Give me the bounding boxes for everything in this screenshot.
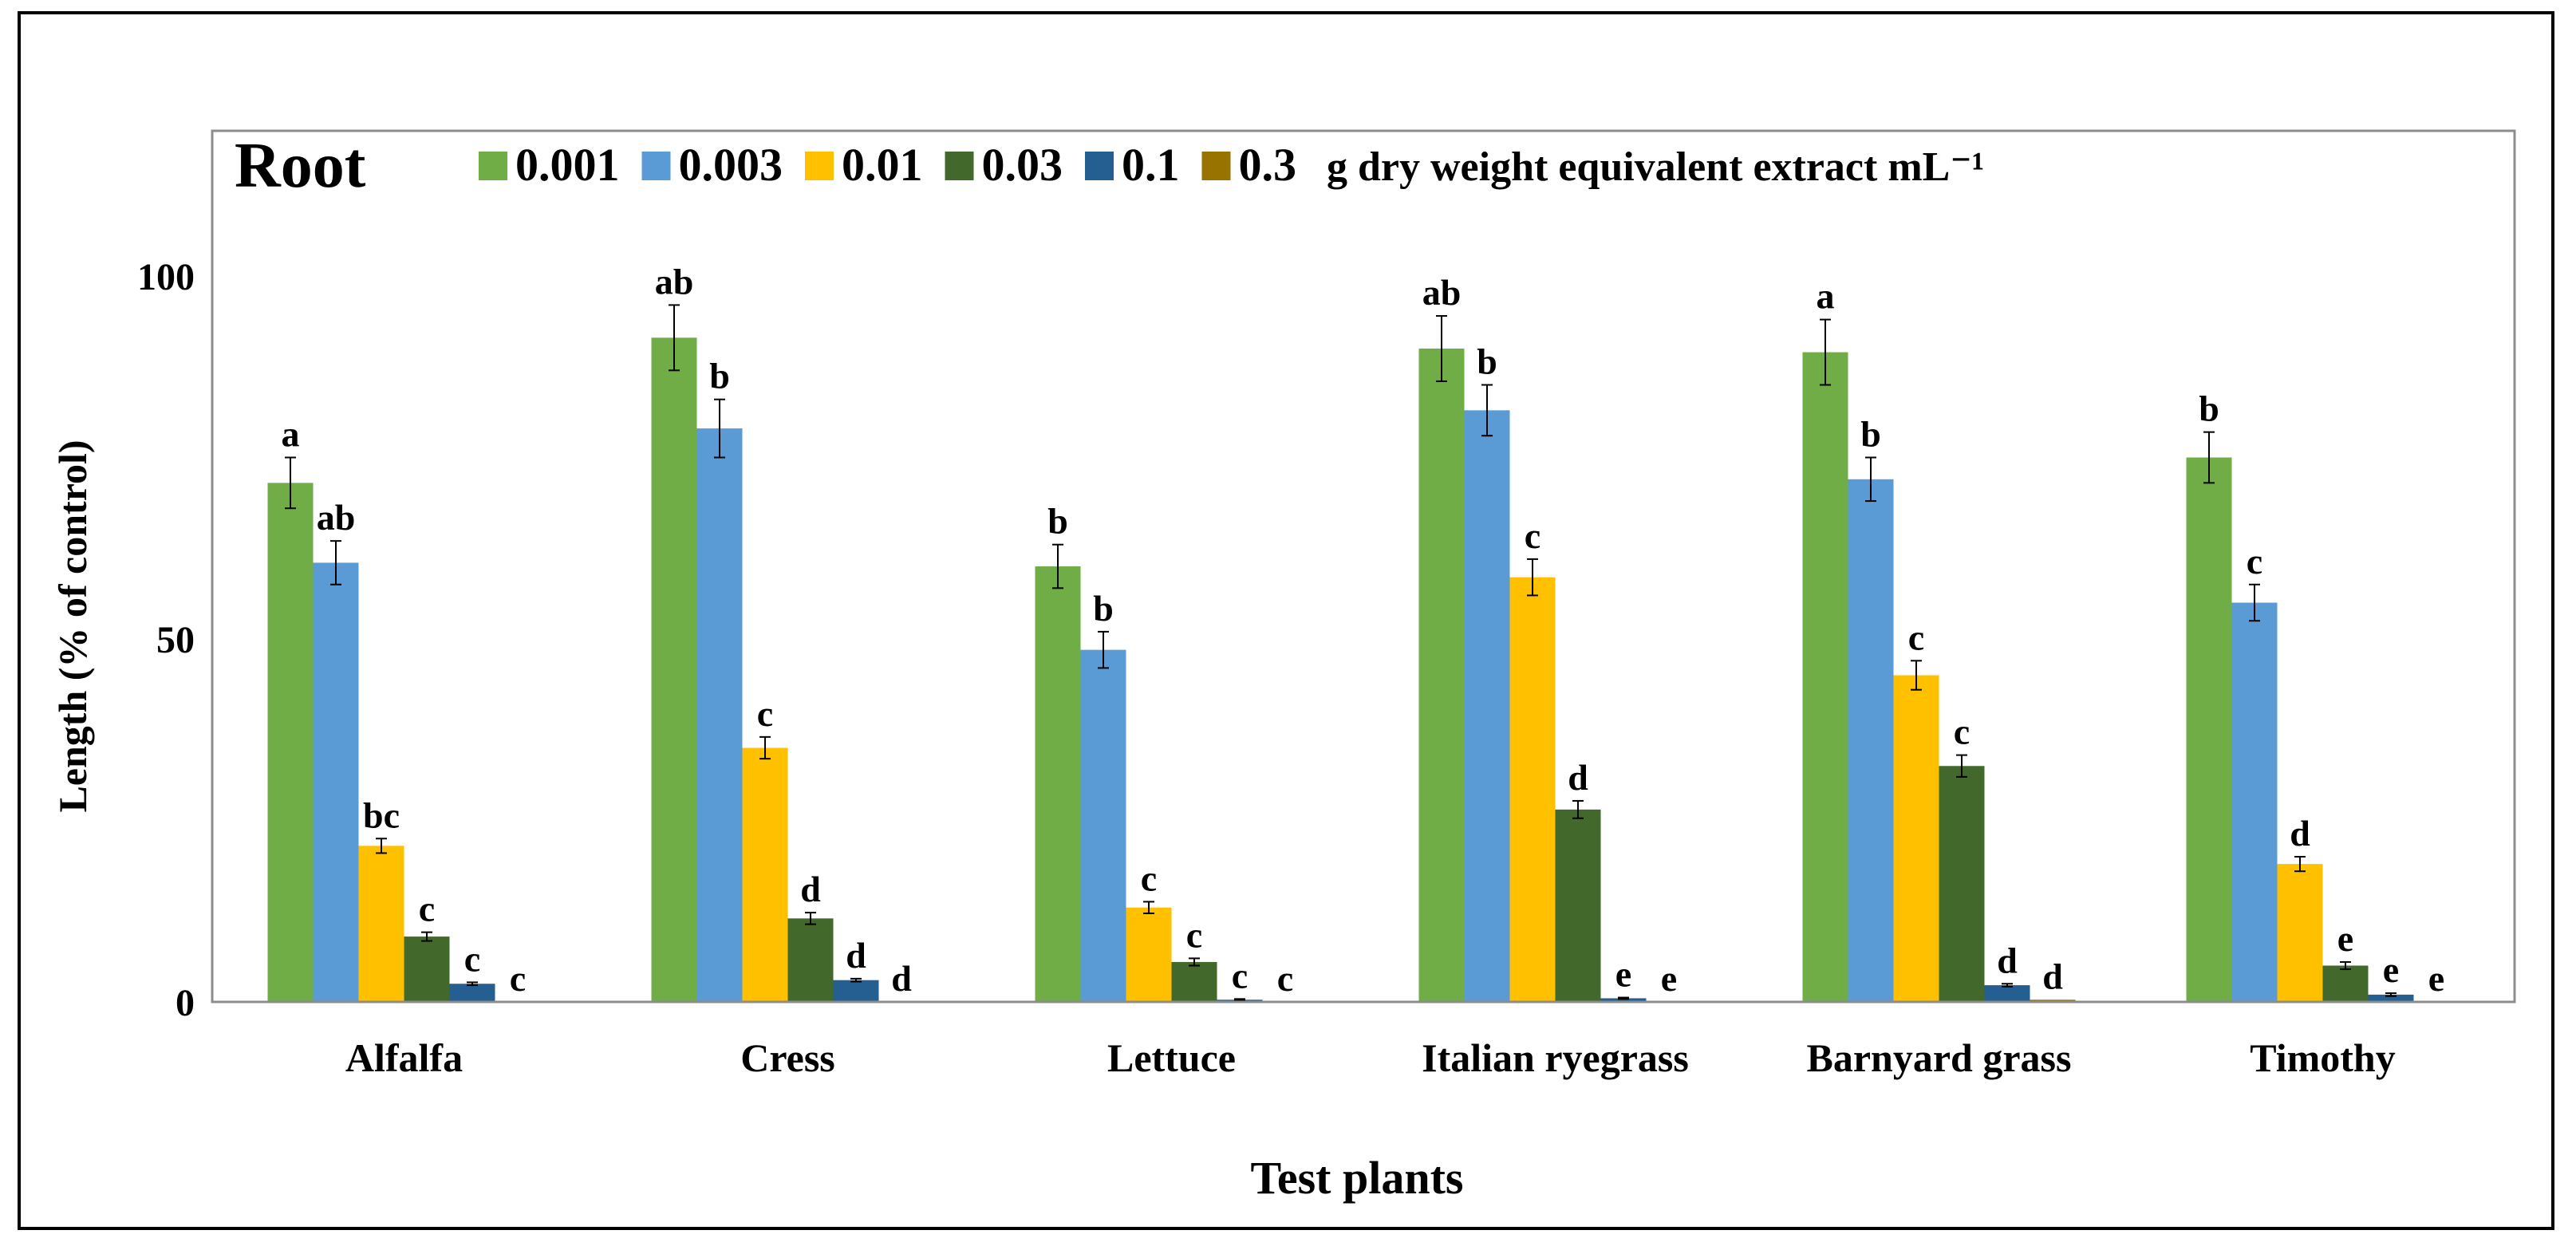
bar-0.03-Alfalfa xyxy=(404,936,450,1002)
bar-0.001-Italian ryegrass xyxy=(1418,349,1465,1002)
significance-letter: d xyxy=(846,935,866,976)
significance-letter: c xyxy=(419,889,435,929)
bar-0.003-Timothy xyxy=(2231,602,2278,1002)
significance-letter: e xyxy=(1615,954,1631,995)
significance-letter: d xyxy=(2290,813,2310,854)
bar-0.01-Alfalfa xyxy=(358,846,404,1002)
x-tick-label: Barnyard grass xyxy=(1807,1035,2072,1080)
legend-unit-label: g dry weight equivalent extract mL⁻¹ xyxy=(1327,144,1984,190)
bar-0.01-Italian ryegrass xyxy=(1509,577,1556,1002)
legend: Root 0.001 0.003 0.01 0.03 0.1 0.3 g dry weight… xyxy=(235,131,1984,201)
x-tick-label: Alfalfa xyxy=(345,1035,463,1080)
bar-0.003-Alfalfa xyxy=(313,562,359,1002)
plot-area xyxy=(211,129,2516,1004)
bar-0.1-Barnyard grass xyxy=(1984,985,2030,1002)
bar-0.003-Lettuce xyxy=(1080,649,1126,1002)
significance-letter: c xyxy=(1141,858,1157,898)
significance-letter: d xyxy=(1997,940,2018,980)
significance-letter: e xyxy=(2337,918,2353,959)
legend-swatch-0.003 xyxy=(641,152,671,180)
legend-label: 0.1 xyxy=(1122,139,1180,191)
significance-letter: b xyxy=(1860,414,1881,455)
bar-0.003-Barnyard grass xyxy=(1848,479,1894,1002)
legend-label: 0.01 xyxy=(842,139,923,191)
significance-letter: c xyxy=(757,693,773,734)
bar-0.1-Cress xyxy=(833,980,879,1002)
bar-0.01-Timothy xyxy=(2277,864,2323,1002)
bar-0.001-Cress xyxy=(651,337,697,1003)
bar-0.1-Italian ryegrass xyxy=(1600,998,1647,1002)
significance-letter: c xyxy=(1908,617,1924,657)
bar-0.01-Cress xyxy=(742,747,788,1002)
bar-0.001-Barnyard grass xyxy=(1802,352,1848,1002)
significance-letter: b xyxy=(1477,341,1497,382)
x-axis-title: Test plants xyxy=(1250,1152,1463,1204)
bar-0.003-Italian ryegrass xyxy=(1464,410,1510,1002)
significance-letter: b xyxy=(709,356,730,396)
legend-swatch-0.1 xyxy=(1085,152,1114,180)
significance-letter: e xyxy=(2383,949,2399,990)
legend-swatch-0.01 xyxy=(805,152,834,180)
significance-letter: ab xyxy=(317,497,356,538)
significance-letter: b xyxy=(2199,388,2219,429)
legend-label: 0.001 xyxy=(515,139,620,191)
y-tick-label: 0 xyxy=(176,982,195,1024)
legend-label: 0.003 xyxy=(679,139,783,191)
legend-label: 0.3 xyxy=(1239,139,1297,191)
significance-letter: a xyxy=(1817,276,1835,317)
significance-letter: e xyxy=(1661,958,1677,999)
significance-letter: d xyxy=(1568,757,1588,798)
x-tick-label: Cress xyxy=(740,1035,835,1080)
bars-layer xyxy=(267,337,2414,1003)
significance-letter: bc xyxy=(363,795,400,835)
significance-letter: c xyxy=(1525,515,1540,556)
legend-swatch-0.3 xyxy=(1201,152,1231,180)
bar-0.001-Lettuce xyxy=(1035,566,1081,1002)
y-axis-title: Length (% of control) xyxy=(50,440,95,812)
legend-swatch-0.001 xyxy=(479,152,507,180)
bar-0.03-Barnyard grass xyxy=(1939,766,1985,1002)
significance-letter: c xyxy=(1277,958,1293,999)
chart-title: Root xyxy=(235,131,366,201)
significance-letter: c xyxy=(1186,914,1202,955)
significance-letter: d xyxy=(800,869,821,909)
significance-letter: c xyxy=(1954,712,1970,752)
axes-layer: 0 50 100 Alfalfa Cress Lettuce Italian ryegras… xyxy=(50,256,2515,1204)
bar-0.03-Lettuce xyxy=(1171,961,1217,1002)
significance-letter: d xyxy=(2042,956,2063,996)
significance-letter: c xyxy=(510,958,526,999)
x-tick-label: Italian ryegrass xyxy=(1422,1035,1689,1080)
significance-letter: d xyxy=(891,958,912,999)
bar-0.03-Italian ryegrass xyxy=(1555,809,1601,1002)
plot-area-border xyxy=(211,129,2516,1004)
y-tick-label: 100 xyxy=(137,256,195,298)
bar-0.003-Cress xyxy=(696,428,743,1002)
bar-0.001-Alfalfa xyxy=(267,483,314,1002)
significance-letter: ab xyxy=(1422,272,1462,313)
legend-swatch-0.03 xyxy=(945,152,974,180)
error-bars-layer xyxy=(285,304,2397,1002)
x-tick-label: Lettuce xyxy=(1107,1035,1236,1080)
significance-letter: ab xyxy=(655,261,694,302)
significance-letter: c xyxy=(2247,541,2262,582)
significance-letter: c xyxy=(464,938,480,979)
significance-letter: a xyxy=(282,414,300,455)
bar-0.03-Timothy xyxy=(2322,965,2369,1002)
significance-letter: c xyxy=(1232,955,1248,996)
legend-label: 0.03 xyxy=(982,139,1063,191)
bar-0.1-Timothy xyxy=(2368,994,2414,1002)
bar-0.001-Timothy xyxy=(2186,457,2232,1002)
significance-letter: b xyxy=(1047,501,1068,542)
bar-0.03-Cress xyxy=(787,918,834,1002)
y-tick-label: 50 xyxy=(156,619,195,661)
bar-0.01-Barnyard grass xyxy=(1893,675,1939,1002)
bar-0.1-Alfalfa xyxy=(449,984,495,1002)
bar-0.01-Lettuce xyxy=(1126,907,1172,1002)
x-tick-label: Timothy xyxy=(2250,1035,2395,1080)
figure-frame: a ab b ab a b ab b b b b c bc c c c c d c d c d c e c d c e d e c d c e d e… xyxy=(18,11,2554,1230)
significance-letter: e xyxy=(2428,958,2444,999)
significance-letter: b xyxy=(1093,588,1114,629)
